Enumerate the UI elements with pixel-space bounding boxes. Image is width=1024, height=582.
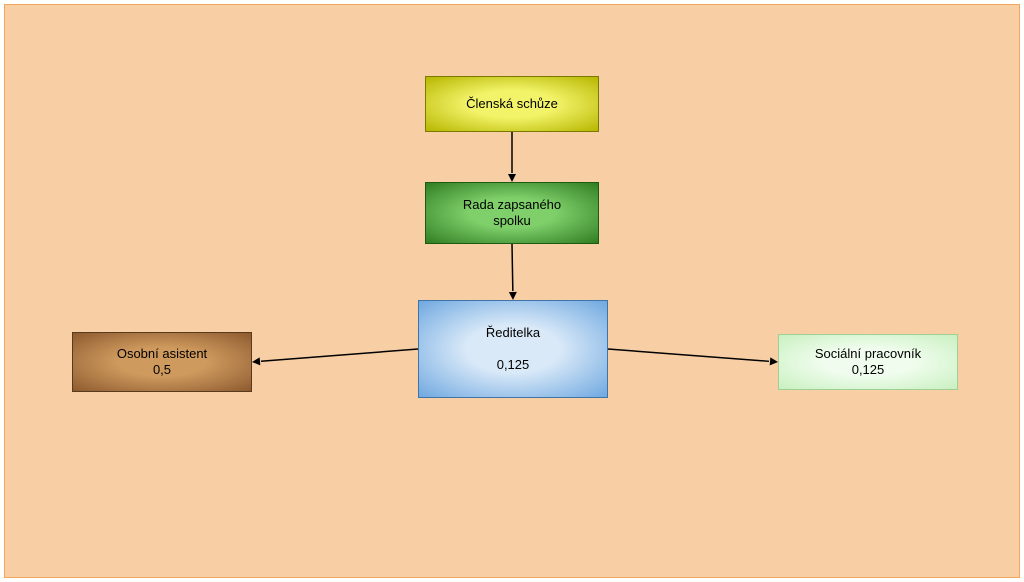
node-osobni-asistent: Osobní asistent 0,5 (72, 332, 252, 392)
node-label: Osobní asistent 0,5 (117, 346, 207, 379)
node-label: Sociální pracovník 0,125 (815, 346, 921, 379)
node-rada-spolku: Rada zapsaného spolku (425, 182, 599, 244)
node-reditelka: Ředitelka 0,125 (418, 300, 608, 398)
node-label: Ředitelka 0,125 (486, 325, 540, 374)
node-socialni-pracovnik: Sociální pracovník 0,125 (778, 334, 958, 390)
node-clenska-schuze: Členská schůze (425, 76, 599, 132)
node-label: Členská schůze (466, 96, 558, 112)
node-label: Rada zapsaného spolku (463, 197, 561, 230)
